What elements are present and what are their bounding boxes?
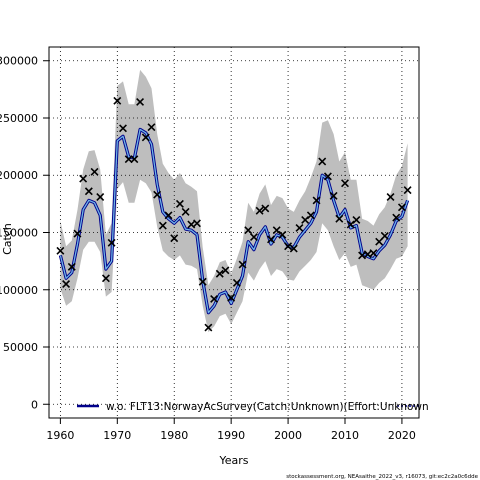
observed-point — [335, 214, 344, 223]
observed-point — [101, 274, 110, 283]
observed-point — [170, 234, 179, 243]
observed-point — [323, 172, 332, 181]
observed-point — [73, 229, 82, 238]
observed-point — [397, 203, 406, 212]
observed-point — [124, 155, 133, 164]
observed-point — [221, 266, 230, 275]
observed-point — [147, 123, 156, 132]
observed-point — [175, 199, 184, 208]
observed-point — [107, 238, 116, 247]
y-tick-label: 300000 — [0, 55, 38, 68]
observed-point — [341, 179, 349, 188]
observed-point — [318, 157, 327, 166]
observed-point — [232, 278, 241, 287]
x-tick-label: 2000 — [274, 429, 302, 442]
y-tick-label: 0 — [31, 398, 38, 411]
observed-point — [352, 215, 361, 224]
observed-point — [249, 233, 258, 242]
observed-point — [261, 204, 270, 213]
observed-point — [369, 249, 378, 258]
observed-point — [380, 231, 389, 240]
observed-point — [227, 293, 236, 302]
observed-point — [130, 155, 139, 164]
footer-note: stockassessment.org, NEAsaithe_2022_v3, … — [286, 474, 478, 480]
y-tick-label: 100000 — [0, 284, 38, 297]
observed-point — [329, 191, 338, 200]
observed-point — [238, 260, 247, 269]
observed-point — [289, 244, 298, 253]
y-axis: 0 50000 100000 150000 200000 250000 300000 — [0, 55, 49, 411]
x-tick-label: 2010 — [331, 429, 359, 442]
observed-point — [164, 211, 173, 220]
legend: w.o. FLT13:NorwayAcSurvey(Catch:Unknown)… — [77, 401, 429, 413]
observed-point — [306, 211, 315, 220]
observed-point — [181, 207, 190, 216]
x-axis-title: Years — [218, 454, 248, 467]
observed-point — [267, 235, 275, 244]
x-tick-label: 1960 — [46, 429, 74, 442]
observed-point — [198, 277, 207, 286]
y-tick-label: 50000 — [3, 341, 38, 354]
x-tick-label: 2020 — [388, 429, 416, 442]
observed-point — [358, 251, 367, 260]
observed-point — [119, 124, 127, 133]
observed-point — [244, 226, 253, 235]
observed-point — [215, 269, 224, 278]
observed-point — [67, 262, 76, 271]
observed-point — [153, 190, 162, 199]
y-tick-label: 150000 — [0, 227, 38, 240]
x-axis: 1960 1970 1980 1990 2000 2010 2020 — [46, 418, 416, 442]
observed-point — [141, 133, 150, 142]
observed-point — [90, 167, 99, 176]
observed-point — [255, 206, 264, 215]
x-tick-label: 1970 — [103, 429, 131, 442]
observed-point — [210, 294, 219, 303]
observed-point — [363, 250, 372, 259]
observed-points-layer — [56, 96, 412, 332]
y-axis-title: Catch — [1, 223, 14, 255]
observed-point — [62, 280, 71, 288]
x-tick-label: 1990 — [217, 429, 245, 442]
observed-point — [403, 186, 412, 195]
y-tick-label: 200000 — [0, 169, 38, 182]
observed-point — [204, 323, 213, 332]
observed-point — [375, 237, 384, 246]
observed-point — [386, 193, 395, 201]
observed-point — [56, 246, 65, 255]
observed-point — [295, 223, 304, 232]
y-tick-label: 250000 — [0, 112, 38, 125]
observed-point — [158, 221, 167, 230]
observed-point — [187, 220, 196, 229]
observed-point — [84, 187, 93, 196]
observed-point — [284, 242, 293, 251]
observed-point — [392, 213, 401, 222]
observed-point — [193, 219, 201, 228]
observed-point — [278, 230, 287, 239]
observed-point — [312, 196, 321, 205]
observed-point — [79, 174, 88, 183]
x-tick-label: 1980 — [160, 429, 188, 442]
observed-point — [113, 96, 122, 105]
legend-label: w.o. FLT13:NorwayAcSurvey(Catch:Unknown)… — [106, 401, 429, 413]
observed-point — [136, 97, 145, 106]
observed-point — [96, 193, 105, 201]
